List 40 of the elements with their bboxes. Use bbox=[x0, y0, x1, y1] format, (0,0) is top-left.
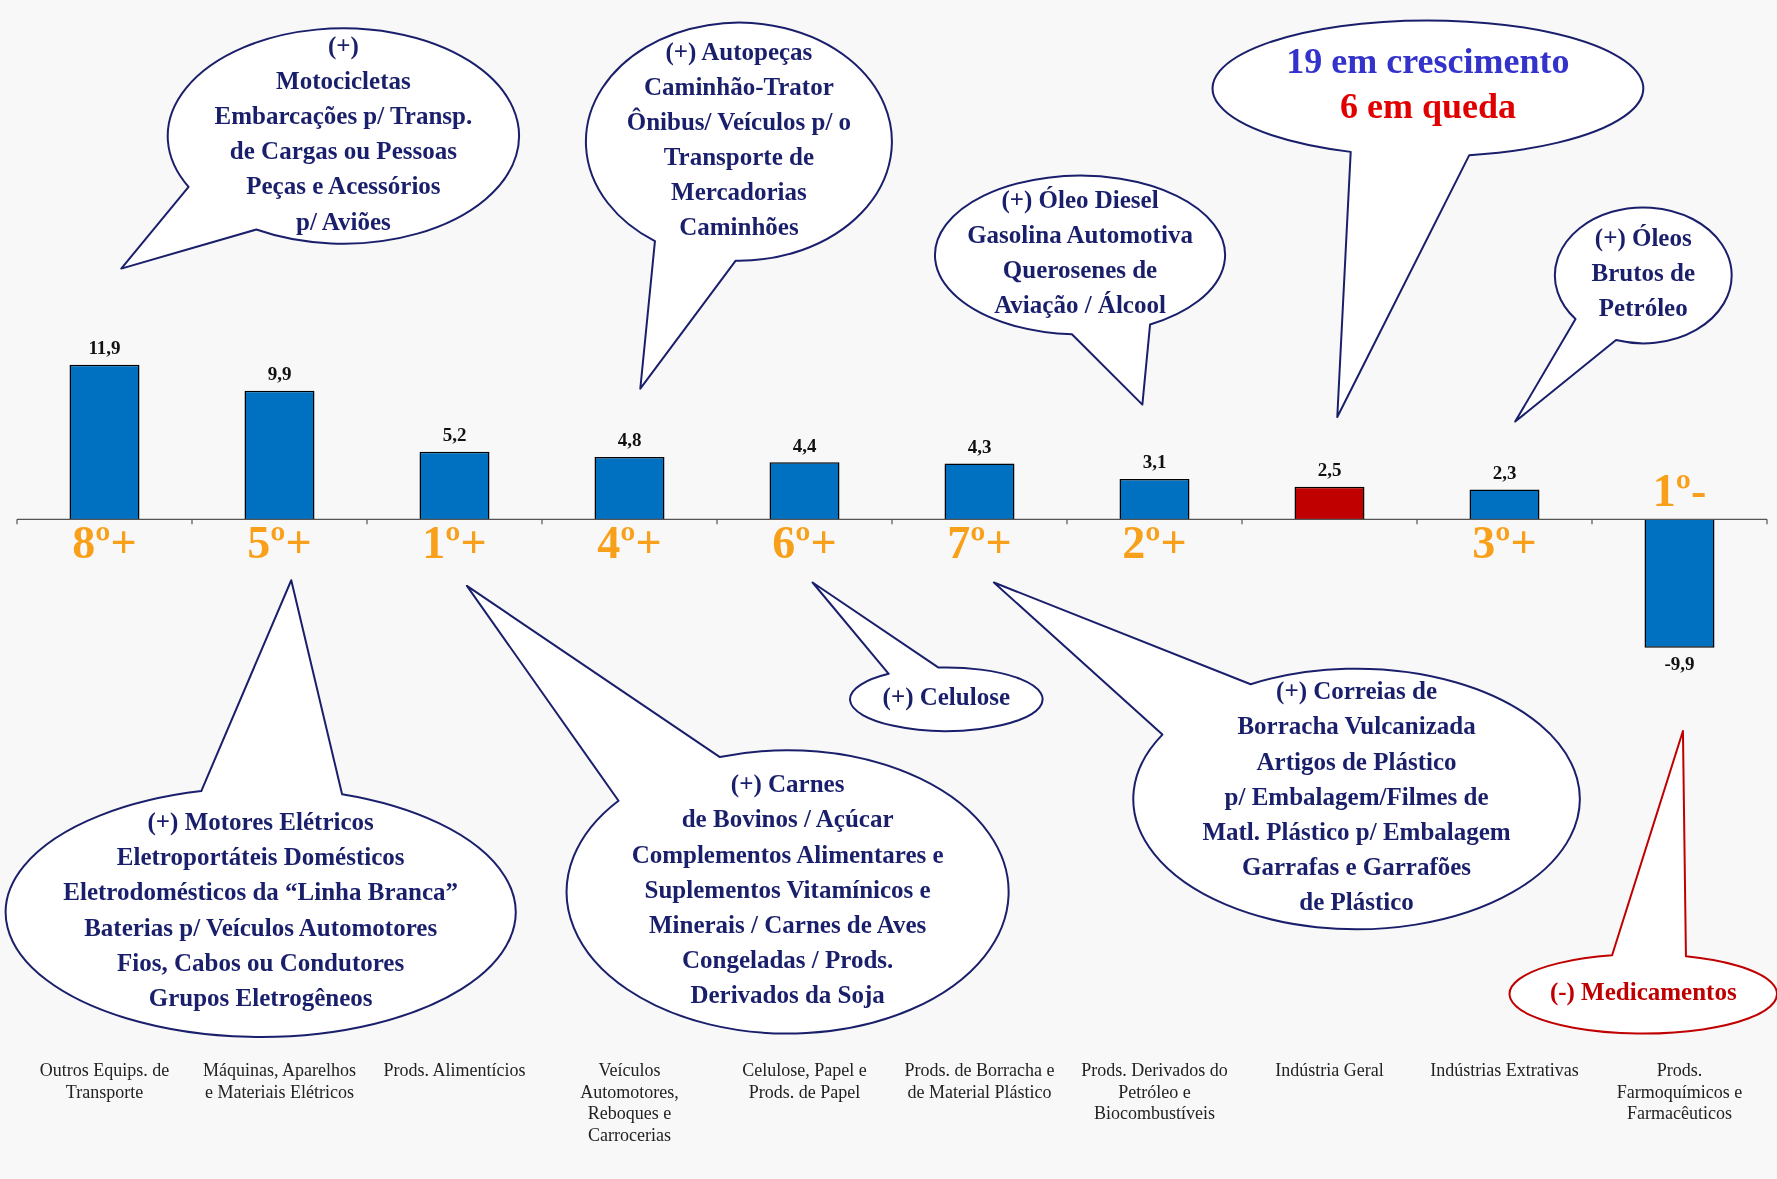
data-label: 4,3 bbox=[967, 435, 992, 457]
x-tick-label: Indústrias Extrativas bbox=[1430, 1060, 1579, 1081]
text: 19 em crescimento bbox=[1286, 40, 1570, 81]
x-tick-label: Prods. Farmoquímicos e Farmacêuticos bbox=[1616, 1060, 1743, 1124]
data-label: 11,9 bbox=[88, 337, 121, 359]
x-tick-label: Celulose, Papel e Prods. de Papel bbox=[742, 1060, 867, 1102]
text: (+) Autopeças Caminhão-Trator Ônibus/ Veículos p/ o Transporte de Mercadorias Caminhões bbox=[626, 37, 852, 241]
data-label: 5,2 bbox=[442, 424, 467, 446]
text: (+) Motores Elétricos Eletroportáteis Domésticos Eletrodomésticos da “Linha Branca” Baterias p/ Veículos Automotores Fios, Cabos ou Condutores Grupos Eletrogêneos bbox=[63, 808, 459, 1011]
annotation: 1º+ bbox=[422, 517, 487, 569]
text: (+) Celulose bbox=[882, 682, 1011, 711]
annotation: 6º+ bbox=[772, 517, 837, 569]
data-label: 9,9 bbox=[267, 363, 292, 385]
text: 6 em queda bbox=[1339, 86, 1516, 127]
x-tick-label: Prods. Alimentícios bbox=[383, 1060, 526, 1081]
text: (+) Carnes de Bovinos / Açúcar Complementos Alimentares e Suplementos Vitamínicos e Minerais / Carnes de Aves Congeladas / Prods. Derivados da Soja bbox=[631, 770, 944, 1009]
data-label: 4,8 bbox=[617, 429, 642, 451]
data-label: 2,3 bbox=[1492, 461, 1517, 483]
annotation: 5º+ bbox=[247, 517, 312, 569]
x-tick-label: Indústria Geral bbox=[1275, 1060, 1384, 1081]
annotation: 2º+ bbox=[1122, 517, 1187, 569]
x-tick-label: Prods. Derivados do Petróleo e Biocombustíveis bbox=[1081, 1060, 1228, 1124]
annotation: 3º+ bbox=[1472, 517, 1537, 569]
text: (+) Correias de Borracha Vulcanizada Artigos de Plástico p/ Embalagem/Filmes de Matl. Plástico p/ Embalagem Garrafas e Garrafões de Plástico bbox=[1202, 677, 1511, 916]
annotation: 7º+ bbox=[947, 517, 1012, 569]
text: (+) Motocicletas Embarcações p/ Transp. de Cargas ou Pessoas Peças e Acessórios p/ Aviões bbox=[214, 31, 473, 235]
annotation: 1º- bbox=[1652, 465, 1707, 517]
text: (-) Medicamentos bbox=[1549, 977, 1737, 1006]
data-label: 2,5 bbox=[1317, 459, 1342, 481]
x-tick-label: Prods. de Borracha e de Material Plástico bbox=[904, 1060, 1055, 1102]
data-label: 3,1 bbox=[1142, 451, 1167, 473]
x-tick-label: Outros Equips. de Transporte bbox=[39, 1060, 170, 1102]
annotation: 4º+ bbox=[597, 517, 662, 569]
data-label: -9,9 bbox=[1664, 653, 1695, 675]
text: (+) Óleos Brutos de Petróleo bbox=[1591, 223, 1696, 322]
x-tick-label: Máquinas, Aparelhos e Materiais Elétricos bbox=[203, 1060, 356, 1102]
data-label: 4,4 bbox=[792, 434, 817, 456]
text: (+) Óleo Diesel Gasolina Automotiva Querosenes de Aviação / Álcool bbox=[967, 186, 1194, 319]
annotation: 8º+ bbox=[72, 517, 137, 569]
x-tick-label: Veículos Automotores, Reboques e Carrocerias bbox=[580, 1060, 679, 1145]
